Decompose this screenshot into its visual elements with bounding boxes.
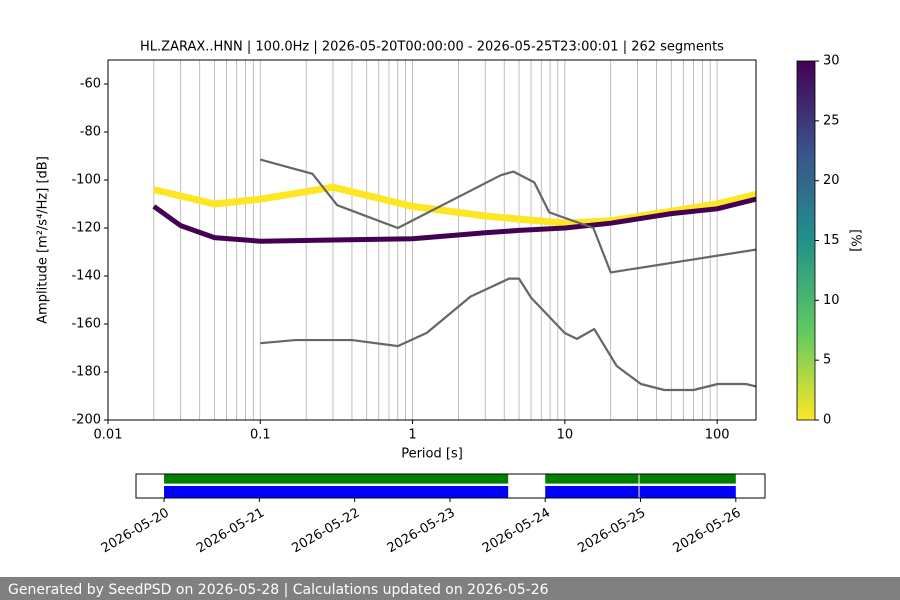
colorbar-tick-label: 15 [823, 233, 840, 248]
x-tick-label: 2026-05-23 [385, 506, 458, 557]
x-tick-label: 1 [408, 428, 416, 443]
colorbar-label: [%] [848, 229, 863, 252]
series-line [153, 183, 756, 227]
colorbar-tick-label: 20 [823, 173, 840, 188]
y-tick-label: -180 [71, 365, 101, 380]
series-line [259, 158, 756, 274]
y-tick-label: -200 [71, 413, 101, 428]
x-tick-label: 2026-05-26 [671, 506, 744, 557]
timeline-frame [135, 473, 766, 499]
x-tick-label: 2026-05-20 [99, 506, 172, 557]
chart-title: HL.ZARAX..HNN | 100.0Hz | 2026-05-20T00:… [140, 40, 724, 55]
x-tick-label: 2026-05-22 [289, 506, 362, 557]
segment [545, 486, 639, 498]
x-tick-label: 10 [557, 428, 574, 443]
y-axis-label: Amplitude [m²/s⁴/Hz] [dB] [36, 156, 51, 324]
colorbar [796, 60, 816, 421]
x-tick-label: 2026-05-25 [575, 506, 648, 557]
series-line [152, 196, 756, 244]
y-tick-label: -120 [71, 221, 101, 236]
x-tick-label: 100 [705, 428, 730, 443]
series-line [260, 277, 756, 392]
colorbar-tick-label: 5 [823, 353, 831, 368]
segment [164, 486, 509, 498]
colorbar-tick-label: 25 [823, 113, 840, 128]
x-tick-label: 2026-05-21 [194, 506, 267, 557]
x-tick-label: 0.1 [250, 428, 271, 443]
plot-area [152, 158, 756, 392]
y-tick-label: -60 [80, 77, 101, 92]
footer-bar [0, 577, 900, 600]
y-tick-label: -100 [71, 173, 101, 188]
colorbar-tick-label: 30 [823, 54, 840, 69]
axes-frame [107, 59, 757, 421]
x-tick-label: 0.01 [94, 428, 123, 443]
segment [639, 486, 736, 498]
y-tick-label: -140 [71, 269, 101, 284]
y-tick-label: -80 [80, 125, 101, 140]
footer-text: Generated by SeedPSD on 2026-05-28 | Cal… [8, 582, 549, 598]
segment [545, 474, 639, 484]
y-tick-label: -160 [71, 317, 101, 332]
colorbar-tick-label: 0 [823, 413, 831, 428]
segment [164, 474, 509, 484]
segment [639, 474, 736, 484]
x-tick-label: 2026-05-24 [480, 506, 553, 557]
colorbar-tick-label: 10 [823, 293, 840, 308]
x-axis-label: Period [s] [401, 447, 463, 462]
